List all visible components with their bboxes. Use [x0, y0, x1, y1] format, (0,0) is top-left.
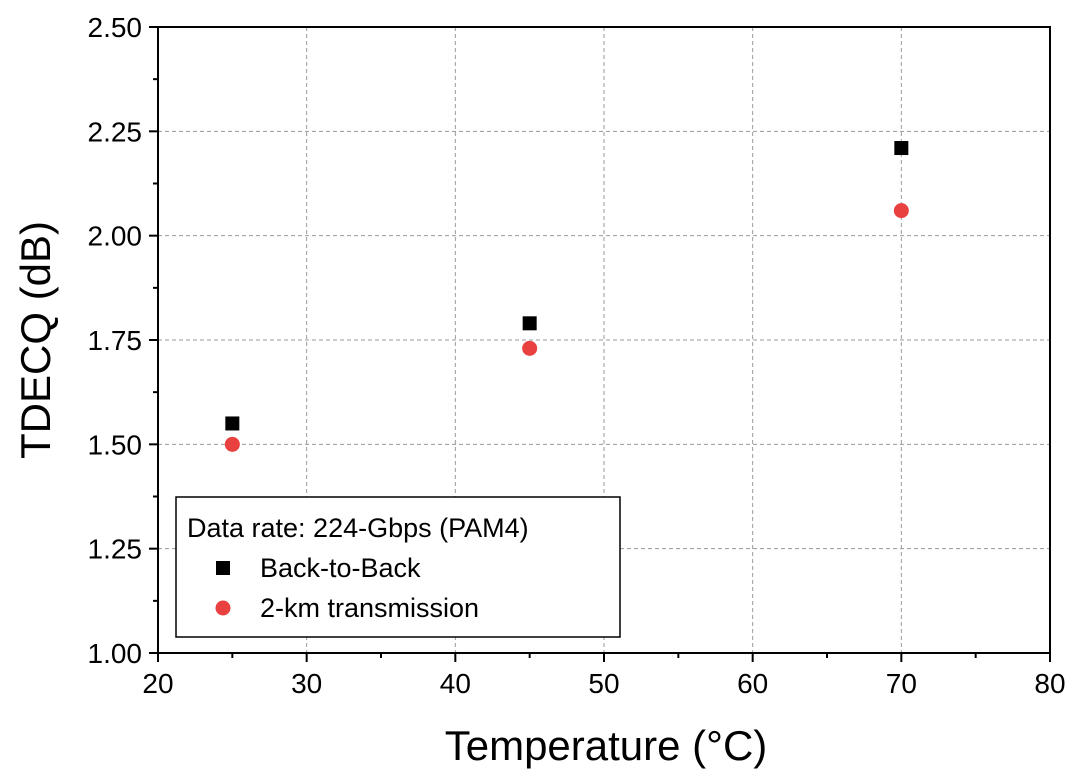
- x-tick-label: 30: [291, 668, 322, 699]
- x-tick-label: 50: [588, 668, 619, 699]
- y-tick-label: 1.00: [88, 638, 143, 669]
- x-tick-label: 70: [886, 668, 917, 699]
- legend-label-back-to-back: Back-to-Back: [260, 553, 421, 583]
- points-layer: [224, 141, 909, 452]
- x-tick-label: 80: [1034, 668, 1065, 699]
- y-tick-label: 1.75: [88, 325, 143, 356]
- legend-marker-back-to-back: [216, 561, 230, 575]
- legend-box: [175, 496, 621, 638]
- legend-marker-2km: [215, 600, 231, 616]
- legend: Data rate: 224-Gbps (PAM4) Back-to-Back …: [175, 496, 621, 638]
- y-axis-title: TDECQ (dB): [12, 221, 59, 459]
- x-tick-labels: 20 30 40 50 60 70 80: [142, 668, 1065, 699]
- y-tick-label: 2.00: [88, 221, 143, 252]
- legend-title: Data rate: 224-Gbps (PAM4): [187, 513, 529, 543]
- point-back-to-back: [225, 416, 240, 431]
- x-tick-label: 40: [440, 668, 471, 699]
- y-tick-label: 2.50: [88, 12, 143, 43]
- point-back-to-back: [522, 316, 537, 331]
- y-tick-label: 1.25: [88, 534, 143, 565]
- point-2-km-transmission: [522, 340, 538, 356]
- point-2-km-transmission: [893, 203, 909, 219]
- legend-label-2km: 2-km transmission: [260, 593, 479, 623]
- x-tick-label: 60: [737, 668, 768, 699]
- tick-layer: [149, 26, 1051, 662]
- x-tick-label: 20: [142, 668, 173, 699]
- x-axis-title: Temperature (°C): [445, 722, 768, 769]
- y-tick-labels: 1.00 1.25 1.50 1.75 2.00 2.25 2.50: [88, 12, 143, 669]
- y-tick-label: 2.25: [88, 116, 143, 147]
- point-back-to-back: [894, 141, 909, 156]
- y-tick-label: 1.50: [88, 429, 143, 460]
- point-2-km-transmission: [224, 436, 240, 452]
